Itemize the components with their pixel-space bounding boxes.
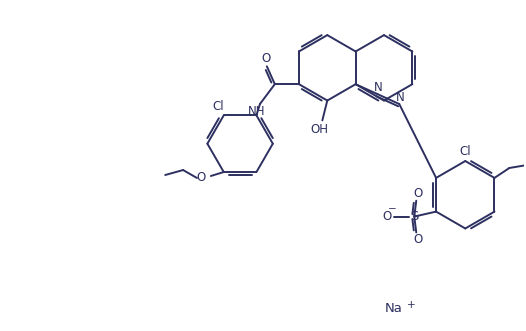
Text: O: O bbox=[413, 233, 423, 246]
Text: N: N bbox=[396, 91, 404, 104]
Text: Cl: Cl bbox=[212, 100, 224, 113]
Text: N: N bbox=[374, 81, 383, 94]
Text: O: O bbox=[382, 210, 391, 223]
Text: O: O bbox=[196, 171, 206, 184]
Text: NH: NH bbox=[248, 106, 266, 118]
Text: +: + bbox=[408, 300, 416, 310]
Text: Na: Na bbox=[385, 302, 403, 315]
Text: OH: OH bbox=[310, 123, 328, 136]
Text: O: O bbox=[261, 52, 270, 65]
Text: Cl: Cl bbox=[460, 145, 471, 158]
Text: S: S bbox=[410, 210, 419, 223]
Text: −: − bbox=[388, 204, 397, 213]
Text: O: O bbox=[413, 187, 423, 200]
